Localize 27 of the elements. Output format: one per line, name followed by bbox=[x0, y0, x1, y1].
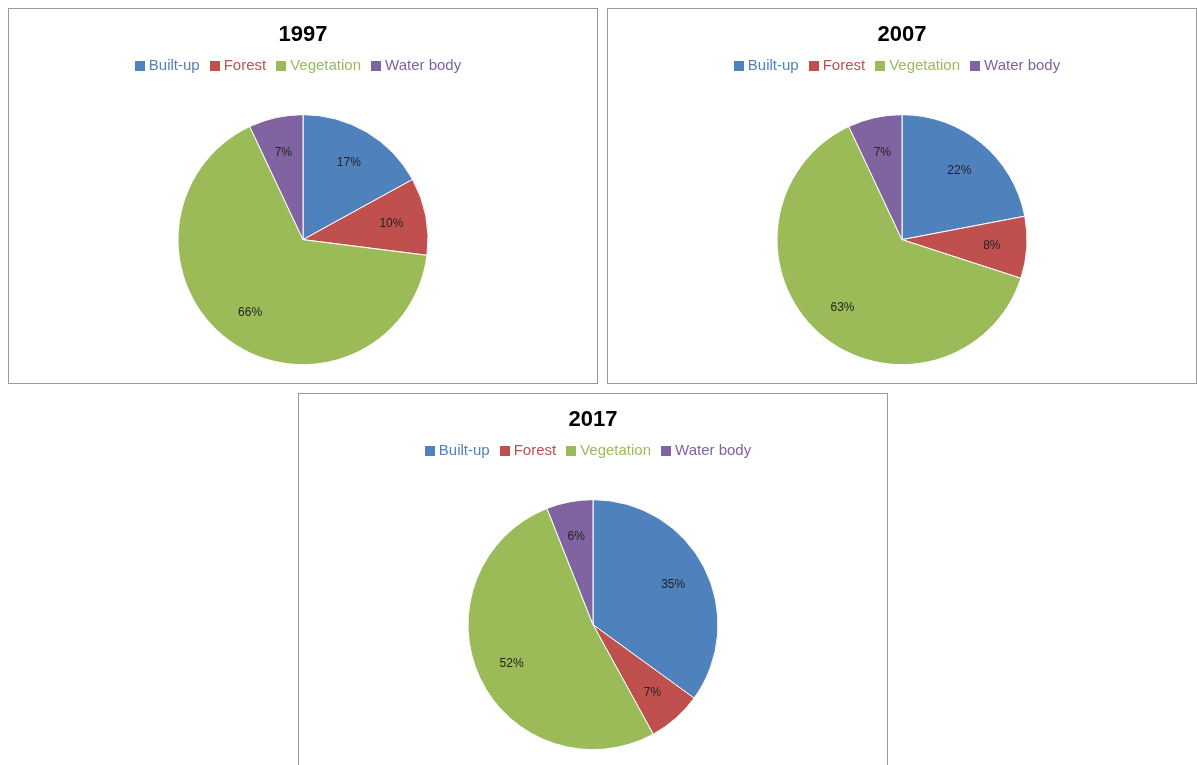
data-label: 8% bbox=[983, 238, 1001, 253]
legend-label: Forest bbox=[223, 56, 267, 73]
chart-title: 2017 bbox=[567, 406, 619, 433]
data-label: 63% bbox=[830, 300, 855, 315]
legend-label: Water body bbox=[675, 441, 752, 458]
legend-label: Water body bbox=[984, 56, 1061, 73]
legend-label: Built-up bbox=[438, 441, 490, 458]
data-label: 7% bbox=[643, 685, 662, 700]
legend-label: Vegetation bbox=[290, 56, 362, 73]
chart-title: 1997 bbox=[277, 21, 329, 48]
legend-label: Built-up bbox=[148, 56, 200, 73]
data-label: 6% bbox=[567, 529, 586, 544]
legend-label: Vegetation bbox=[889, 56, 961, 73]
data-label: 66% bbox=[238, 305, 263, 320]
chart-title: 2007 bbox=[876, 21, 928, 48]
data-label: 7% bbox=[274, 144, 293, 159]
data-label: 22% bbox=[947, 163, 972, 178]
data-label: 7% bbox=[873, 144, 892, 159]
legend-label: Vegetation bbox=[580, 441, 652, 458]
data-label: 35% bbox=[661, 576, 686, 591]
legend-label: Forest bbox=[822, 56, 866, 73]
data-label: 17% bbox=[336, 155, 362, 170]
legend-label: Water body bbox=[385, 56, 462, 73]
legend-label: Built-up bbox=[747, 56, 799, 73]
data-label: 10% bbox=[379, 215, 404, 230]
legend-label: Forest bbox=[513, 441, 557, 458]
data-label: 52% bbox=[499, 655, 524, 670]
